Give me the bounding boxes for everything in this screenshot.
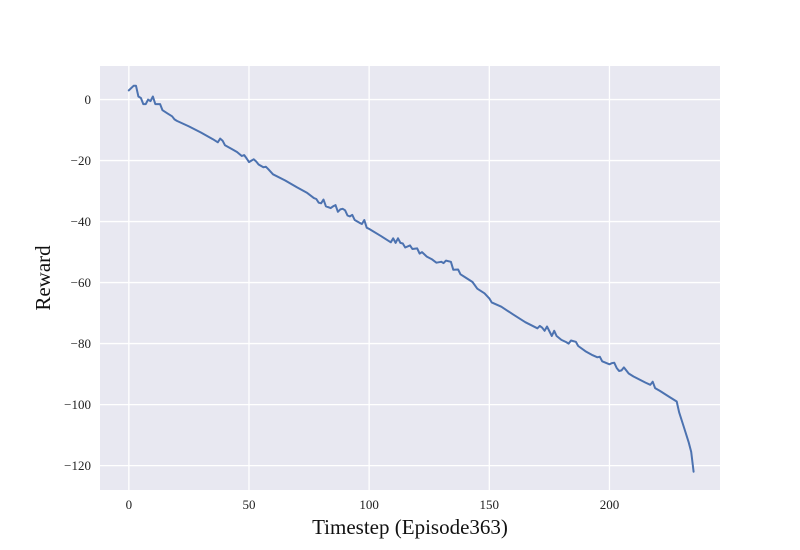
grid: [100, 66, 720, 490]
x-tick-label: 150: [480, 497, 500, 512]
y-tick-label: −100: [64, 397, 91, 412]
x-tick-label: 0: [126, 497, 133, 512]
y-tick-label: −20: [71, 153, 91, 168]
y-axis-label: Reward: [31, 245, 55, 311]
y-tick-label: 0: [85, 92, 92, 107]
y-tick-label: −80: [71, 336, 91, 351]
y-tick-label: −120: [64, 458, 91, 473]
plot-area: [100, 66, 720, 490]
x-axis-label: Timestep (Episode363): [312, 515, 508, 539]
y-tick-label: −40: [71, 214, 91, 229]
series-line-reward: [127, 84, 695, 473]
x-tick-label: 200: [600, 497, 620, 512]
tick-labels: 0 50 100 150 200 0 −20 −40 −60 −80 −100 −120: [64, 92, 619, 512]
x-tick-label: 50: [242, 497, 255, 512]
x-tick-label: 100: [359, 497, 379, 512]
y-tick-label: −60: [71, 275, 91, 290]
